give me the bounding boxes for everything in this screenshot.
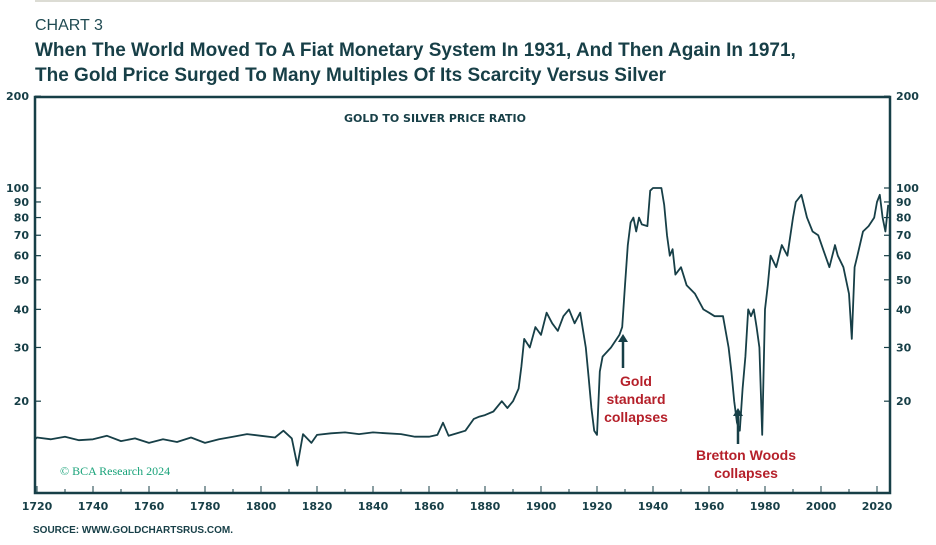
- y-tick-label-right: 40: [896, 303, 912, 316]
- title-line-2: The Gold Price Surged To Many Multiples …: [35, 65, 667, 86]
- x-tick-label: 1720: [22, 500, 53, 513]
- x-tick-label: 1860: [414, 500, 445, 513]
- ratio-line: [34, 187, 890, 467]
- y-tick-label-left: 70: [14, 229, 30, 242]
- y-tick-label-right: 90: [896, 196, 912, 209]
- gold-standard-arrow-head: [618, 334, 628, 342]
- x-tick-label: 1980: [750, 500, 781, 513]
- y-tick-label-right: 100: [896, 182, 919, 195]
- y-tick-label-left: 40: [14, 303, 30, 316]
- y-tick-label-left: 200: [6, 90, 29, 103]
- y-tick-label-right: 70: [896, 229, 912, 242]
- x-tick-label: 1820: [302, 500, 333, 513]
- x-tick-label: 1840: [358, 500, 389, 513]
- chart-title: When The World Moved To A Fiat Monetary …: [35, 38, 796, 88]
- x-tick-label: 1760: [134, 500, 165, 513]
- y-tick-label-right: 50: [896, 274, 912, 287]
- x-tick-label: 1960: [694, 500, 725, 513]
- y-tick-label-right: 60: [896, 250, 912, 263]
- x-tick-label: 1940: [638, 500, 669, 513]
- y-tick-label-left: 60: [14, 250, 30, 263]
- y-tick-label-left: 30: [14, 341, 30, 354]
- y-tick-label-left: 80: [14, 212, 30, 225]
- y-tick-label-right: 80: [896, 212, 912, 225]
- x-tick-label: 1780: [190, 500, 221, 513]
- plot-frame: [33, 95, 892, 495]
- y-tick-label-right: 20: [896, 395, 912, 408]
- x-tick-label: 2020: [862, 500, 893, 513]
- bretton-woods-arrow-head: [733, 408, 743, 416]
- top-divider: [35, 0, 936, 2]
- gold-standard-annotation: standard: [606, 391, 665, 407]
- y-tick-label-right: 200: [896, 90, 919, 103]
- title-line-1: When The World Moved To A Fiat Monetary …: [35, 40, 796, 61]
- x-tick-label: 1900: [526, 500, 557, 513]
- gold-standard-annotation: Gold: [620, 373, 652, 389]
- chart-kicker: CHART 3: [35, 17, 103, 34]
- bca-watermark: © BCA Research 2024: [60, 464, 170, 478]
- gold-standard-annotation: collapses: [604, 409, 668, 425]
- source-note: SOURCE: WWW.GOLDCHARTSRUS.COM.: [33, 525, 233, 536]
- x-tick-label: 1800: [246, 500, 277, 513]
- y-tick-label-left: 20: [14, 395, 30, 408]
- bretton-woods-annotation: collapses: [714, 465, 778, 481]
- bretton-woods-annotation: Bretton Woods: [696, 447, 796, 463]
- x-tick-label: 1740: [78, 500, 109, 513]
- y-tick-label-right: 30: [896, 341, 912, 354]
- x-tick-label: 2000: [806, 500, 837, 513]
- x-tick-label: 1880: [470, 500, 501, 513]
- y-tick-label-left: 90: [14, 196, 30, 209]
- chart-subtitle: GOLD TO SILVER PRICE RATIO: [344, 112, 526, 125]
- y-tick-label-left: 50: [14, 274, 30, 287]
- x-tick-label: 1920: [582, 500, 613, 513]
- y-tick-label-left: 100: [6, 182, 29, 195]
